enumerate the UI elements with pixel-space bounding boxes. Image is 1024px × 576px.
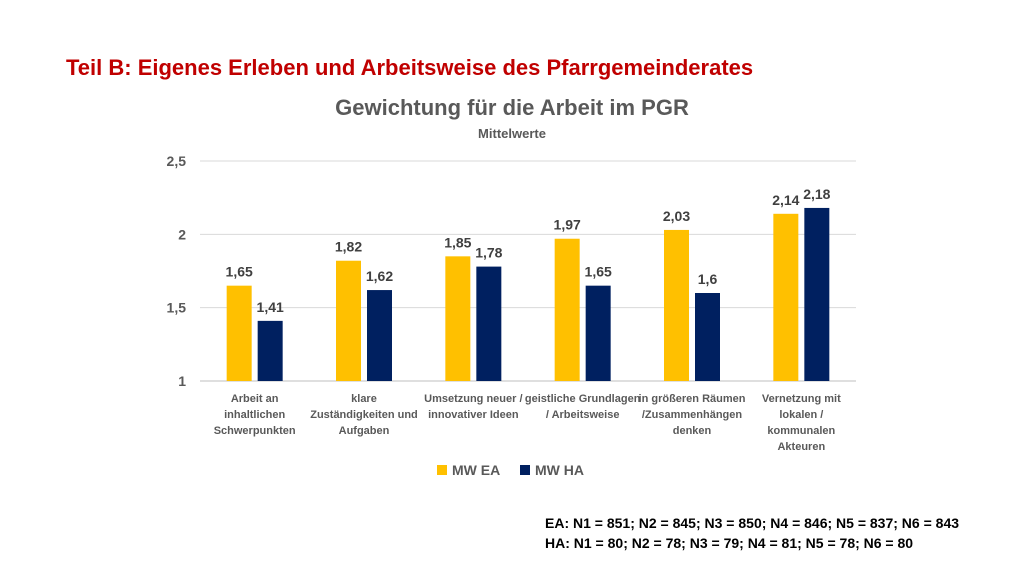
category-label: innovativer Ideen — [428, 409, 519, 421]
bar-mw-ha — [804, 207, 830, 381]
y-tick-label: 2 — [178, 226, 186, 242]
data-label: 1,62 — [366, 268, 393, 284]
data-label: 2,18 — [803, 186, 830, 202]
data-label: 1,78 — [475, 245, 502, 261]
data-label: 1,97 — [554, 217, 581, 233]
bar-mw-ea — [664, 229, 689, 381]
category-label: Arbeit an — [231, 393, 279, 405]
note-ha: HA: N1 = 80; N2 = 78; N3 = 79; N4 = 81; … — [545, 535, 914, 551]
bar-mw-ea — [445, 256, 471, 381]
bar-mw-ha — [695, 293, 720, 381]
category-label: inhaltlichen — [224, 409, 285, 421]
category-label: Vernetzung mit — [762, 393, 841, 405]
bar-mw-ha — [367, 290, 392, 381]
category-label: Schwerpunkten — [214, 425, 296, 437]
data-label: 1,85 — [444, 234, 471, 250]
legend-label: MW HA — [535, 462, 584, 478]
bar-mw-ea — [773, 213, 799, 381]
category-label: /Zusammenhängen — [642, 409, 743, 421]
bar-mw-ha — [257, 320, 283, 381]
bar-mw-ea — [336, 260, 361, 381]
y-tick-label: 2,5 — [167, 153, 187, 169]
legend-swatch-mw-ea — [437, 465, 447, 475]
category-label: denken — [673, 425, 712, 437]
data-label: 1,65 — [585, 264, 612, 280]
data-label: 1,82 — [335, 239, 362, 255]
chart-subtitle: Mittelwerte — [478, 126, 546, 141]
category-label: Aufgaben — [339, 425, 390, 437]
category-label: lokalen / — [779, 409, 823, 421]
data-label: 2,03 — [663, 208, 690, 224]
category-label: Zuständigkeiten und — [310, 409, 418, 421]
bar-mw-ha — [476, 266, 502, 381]
bar-mw-ha — [585, 285, 611, 381]
category-label: kommunalen — [767, 425, 835, 437]
category-label: Akteuren — [777, 441, 825, 453]
category-label: klare — [351, 393, 377, 405]
legend-swatch-mw-ha — [520, 465, 530, 475]
chart-title: Gewichtung für die Arbeit im PGR — [335, 95, 689, 120]
data-label: 1,65 — [226, 264, 253, 280]
category-label: in größeren Räumen — [639, 393, 746, 405]
data-label: 1,6 — [698, 271, 718, 287]
y-tick-label: 1,5 — [167, 300, 187, 316]
bar-mw-ea — [226, 285, 252, 381]
category-label: / Arbeitsweise — [546, 409, 620, 421]
category-label: Umsetzung neuer / — [424, 393, 522, 405]
y-tick-label: 1 — [178, 373, 186, 389]
sample-size-notes: EA: N1 = 851; N2 = 845; N3 = 850; N4 = 8… — [545, 513, 959, 553]
note-ea: EA: N1 = 851; N2 = 845; N3 = 850; N4 = 8… — [545, 515, 960, 531]
category-label: geistliche Grundlagen — [525, 393, 641, 405]
legend-label: MW EA — [452, 462, 500, 478]
slide-title: Teil B: Eigenes Erleben und Arbeitsweise… — [66, 55, 754, 80]
data-label: 1,41 — [257, 299, 284, 315]
data-label: 2,14 — [772, 192, 799, 208]
bar-mw-ea — [554, 238, 580, 381]
